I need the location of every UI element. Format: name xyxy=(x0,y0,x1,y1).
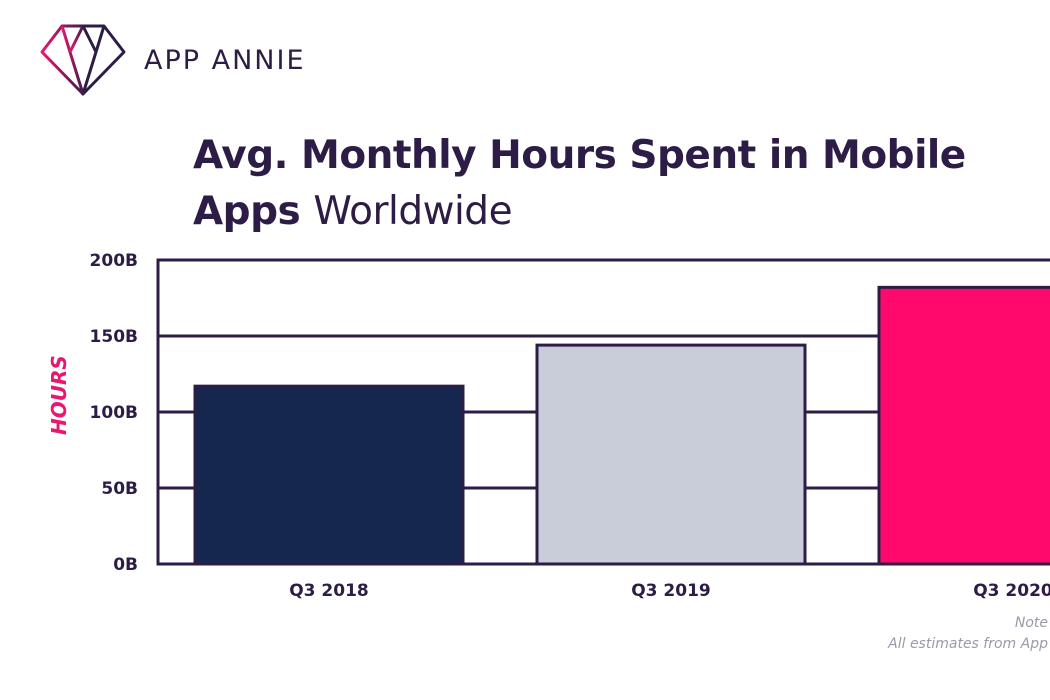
footnote-estimates: All estimates from App xyxy=(888,636,1048,652)
bar xyxy=(193,384,465,566)
diamond-icon xyxy=(40,24,126,96)
brand-logo: APP ANNIE xyxy=(40,22,306,98)
bar xyxy=(877,285,1050,566)
x-tick-label: Q3 2018 xyxy=(289,581,369,601)
brand-name: APP ANNIE xyxy=(144,44,306,76)
bar xyxy=(535,343,807,566)
y-tick-label: 200B xyxy=(90,251,138,271)
chart-title: Avg. Monthly Hours Spent in Mobile Apps … xyxy=(193,128,1050,240)
y-tick-label: 0B xyxy=(113,555,138,575)
title-bold: Avg. Monthly Hours Spent in Mobile Apps xyxy=(193,133,966,234)
x-tick-label: Q3 2019 xyxy=(631,581,711,601)
y-tick-label: 100B xyxy=(90,403,138,423)
x-tick-label: Q3 2020 xyxy=(973,581,1050,601)
y-tick-label: 150B xyxy=(90,327,138,347)
y-tick-label: 50B xyxy=(101,479,138,499)
footnote-note: Note xyxy=(1014,615,1048,631)
title-light: Worldwide xyxy=(313,189,513,234)
